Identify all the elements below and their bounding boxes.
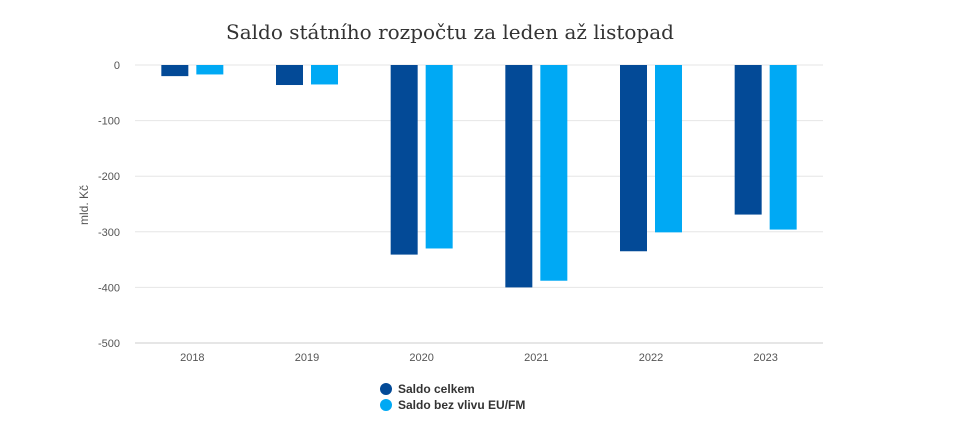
x-tick-label: 2020 [409, 352, 433, 364]
legend-item-1[interactable]: Saldo bez vlivu EU/FM [380, 397, 525, 413]
x-tick-label: 2021 [524, 352, 548, 364]
bar-2021-series-1[interactable] [540, 65, 568, 281]
bar-2019-series-1[interactable] [311, 65, 338, 85]
y-tick-label: -500 [98, 338, 120, 350]
bar-2023-series-1[interactable] [769, 65, 797, 230]
x-tick-label: 2019 [295, 352, 319, 364]
legend: Saldo celkem Saldo bez vlivu EU/FM [380, 381, 525, 413]
bar-2022-series-1[interactable] [655, 65, 682, 233]
legend-item-0[interactable]: Saldo celkem [380, 381, 525, 397]
x-axis-ticks: 2018 2019 2020 2021 2022 2023 [180, 352, 778, 364]
bar-2018-series-0[interactable] [161, 65, 189, 77]
x-tick-label: 2022 [639, 352, 663, 364]
y-axis-label: mld. Kč [77, 185, 91, 225]
legend-label-1: Saldo bez vlivu EU/FM [398, 398, 526, 412]
y-tick-label: -200 [98, 171, 120, 183]
x-tick-label: 2023 [753, 352, 777, 364]
legend-label-0: Saldo celkem [398, 382, 475, 396]
y-tick-label: -300 [98, 227, 120, 239]
y-axis-ticks: 0 -100 -200 -300 -400 -500 [98, 60, 120, 350]
bar-2022-series-0[interactable] [620, 65, 647, 252]
bar-2019-series-0[interactable] [276, 65, 303, 86]
bar-2020-series-1[interactable] [425, 65, 453, 249]
bars [161, 65, 797, 288]
y-tick-label: -100 [98, 116, 120, 128]
bar-2020-series-0[interactable] [390, 65, 418, 255]
grid-lines [135, 64, 823, 344]
legend-marker-1 [380, 399, 392, 411]
y-tick-label: -400 [98, 282, 120, 294]
bar-2021-series-0[interactable] [505, 65, 533, 288]
bar-2023-series-0[interactable] [734, 65, 762, 215]
x-tick-label: 2018 [180, 352, 204, 364]
legend-marker-0 [380, 383, 392, 395]
chart-title: Saldo státního rozpočtu za leden až list… [226, 20, 674, 44]
bar-2018-series-1[interactable] [196, 65, 224, 75]
y-tick-label: 0 [114, 60, 120, 72]
